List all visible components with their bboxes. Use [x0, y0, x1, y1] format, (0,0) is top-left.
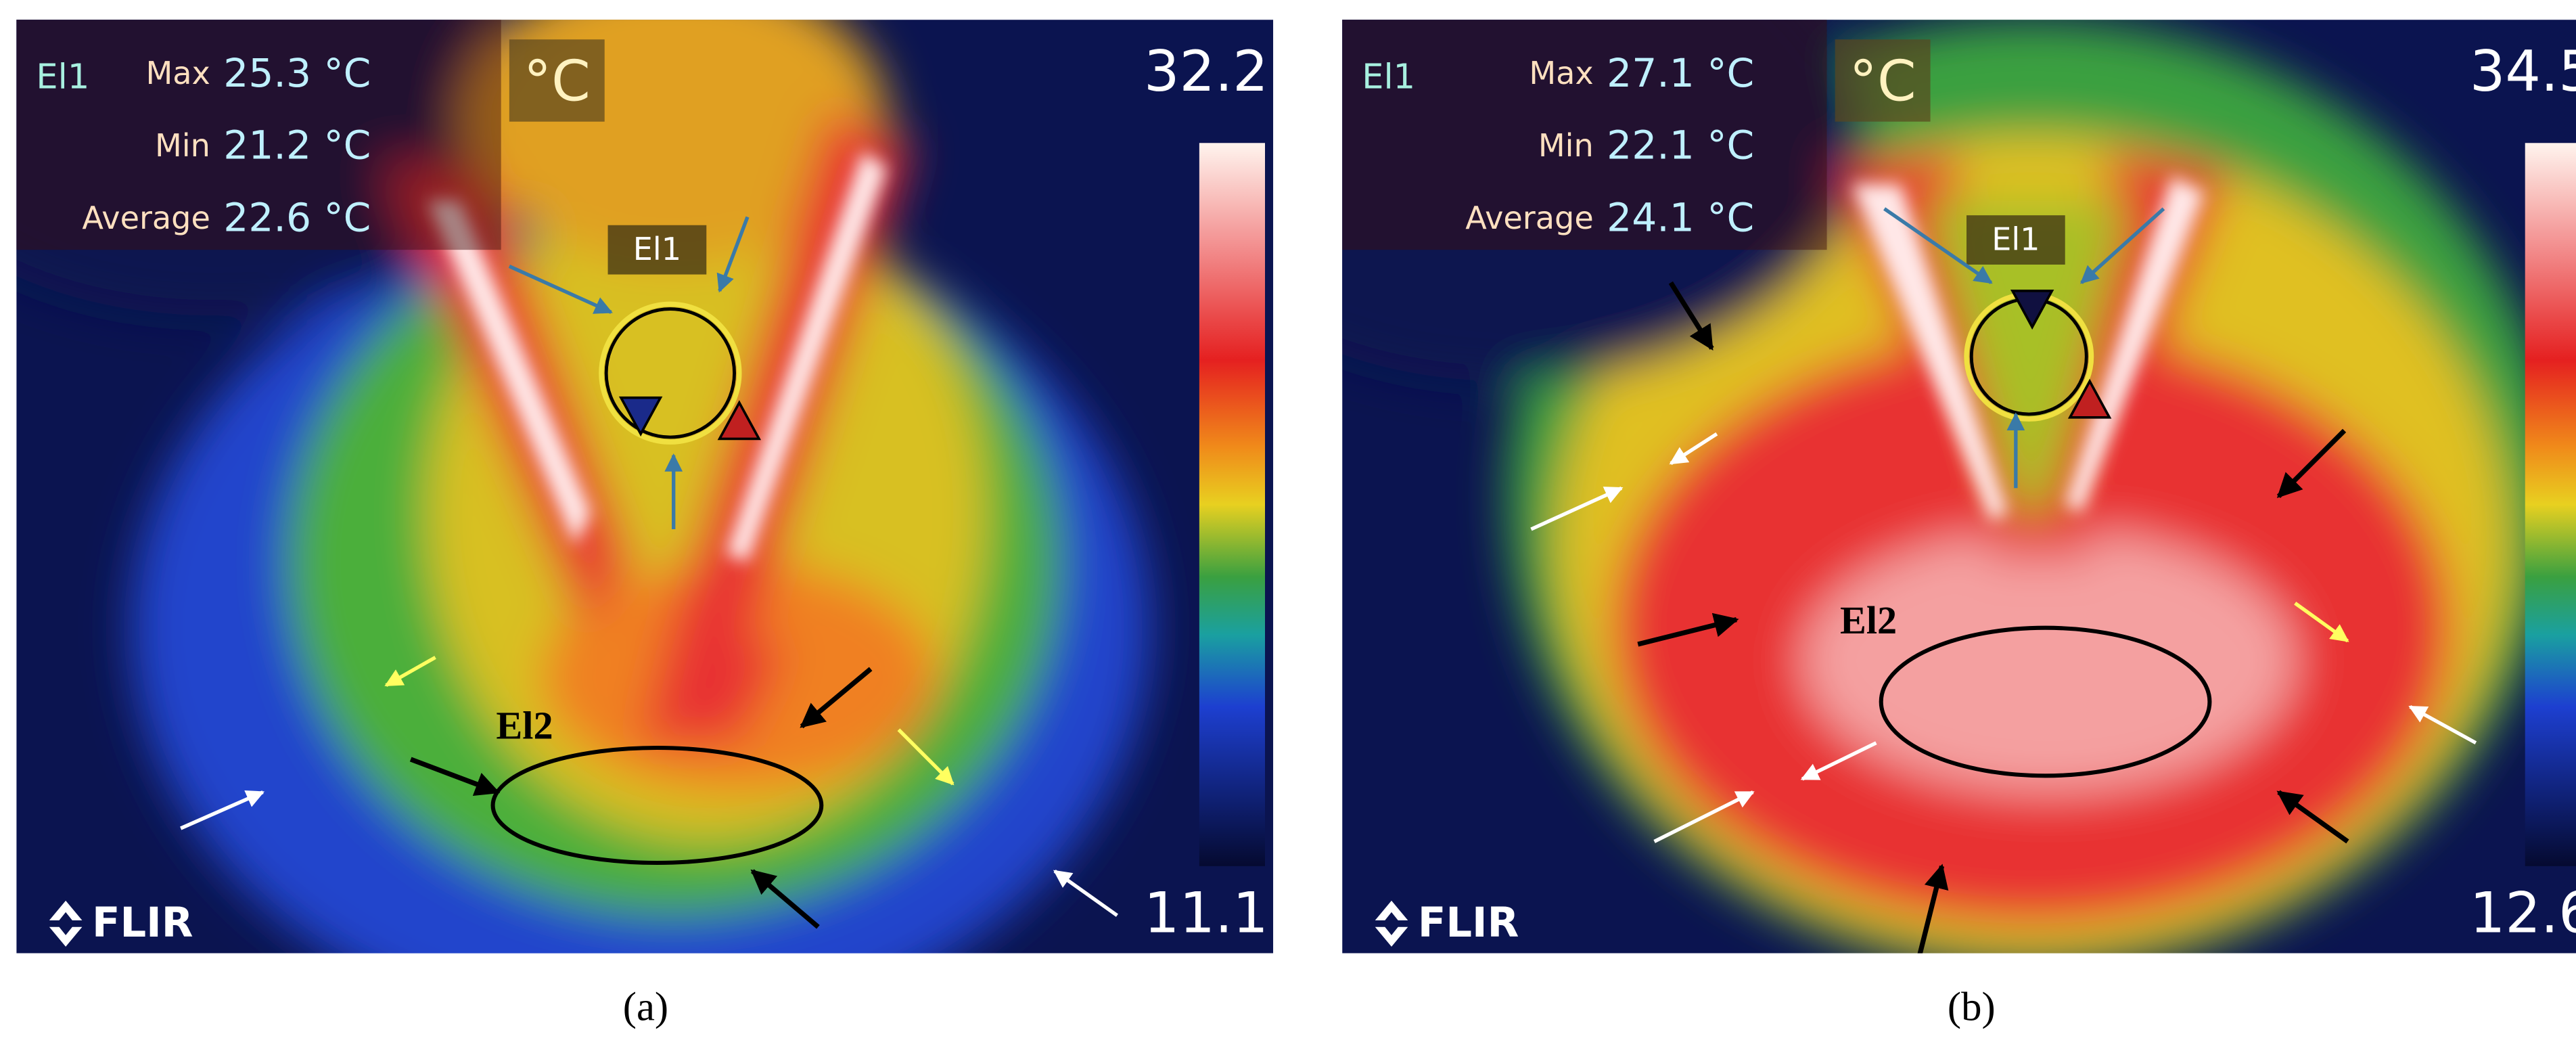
heat-region — [641, 644, 789, 743]
hot-stripe — [1852, 184, 2008, 521]
arrow — [1637, 612, 1739, 647]
heat-region — [1802, 529, 2295, 792]
arrow — [180, 790, 265, 830]
region-circle-inner — [604, 307, 737, 439]
arrow — [750, 869, 820, 929]
hot-stripes — [1852, 175, 2205, 521]
arrow — [2408, 704, 2477, 745]
arrow — [508, 264, 613, 314]
arrow — [1917, 864, 1949, 954]
scale-min: 11.1 — [1144, 881, 1268, 946]
stats-box — [1342, 20, 1827, 250]
arrow — [1883, 207, 1993, 284]
scale-max: 34.5 — [2470, 39, 2576, 104]
arrow — [1669, 432, 1718, 466]
stat-value: 25.3 °C — [223, 50, 371, 96]
marker-label: El1 — [1992, 221, 2040, 258]
extreme-marker — [2010, 290, 2054, 330]
brand-name: FLIR — [1418, 899, 1519, 947]
stat-value: 27.1 °C — [1607, 50, 1754, 96]
arrow — [384, 656, 436, 688]
panel-caption: (b) — [1948, 985, 1996, 1030]
ellipse-label: El2 — [496, 704, 553, 748]
stat-label: Min — [155, 127, 210, 164]
arrow — [897, 728, 954, 786]
brand-logo — [1375, 900, 1408, 947]
thermal-image: El1 Max 25.3 °C Min 21.2 °C Average 22.6 °C °C 3… — [16, 20, 1274, 954]
thermal-image: El1 Max 27.1 °C Min 22.1 °C Average 24.1 °C °C 3… — [1342, 20, 2576, 954]
extreme-marker — [618, 396, 663, 436]
region-circle — [599, 301, 742, 445]
element-label: El1 — [36, 58, 89, 97]
color-bar — [2525, 143, 2576, 866]
unit-box — [1835, 39, 1931, 122]
ellipse-label: El2 — [1840, 598, 1897, 642]
unit-label: °C — [524, 49, 591, 114]
hot-stripes — [427, 151, 888, 562]
brand-name: FLIR — [92, 899, 193, 947]
stat-label: Max — [145, 55, 210, 91]
arrow — [1653, 790, 1755, 843]
arrow — [1800, 741, 1877, 781]
thermal-panel: El1 Max 27.1 °C Min 22.1 °C Average 24.1 °C °C 3… — [1342, 20, 2576, 1030]
panel-caption: (a) — [623, 985, 668, 1030]
heat-regions — [1342, 20, 2558, 954]
arrow — [409, 757, 501, 797]
color-bar — [1199, 143, 1265, 866]
region-ellipse — [1879, 625, 2212, 778]
stat-value: 22.1 °C — [1607, 122, 1754, 169]
unit-box — [509, 39, 605, 122]
arrow — [2276, 428, 2347, 499]
arrow — [1530, 486, 1624, 531]
stat-label: Min — [1538, 127, 1594, 164]
extreme-marker — [717, 400, 762, 441]
stat-value: 24.1 °C — [1607, 195, 1754, 241]
arrow — [2276, 790, 2349, 844]
thermal-panel: El1 Max 25.3 °C Min 21.2 °C Average 22.6 °C °C 3… — [16, 20, 1274, 1030]
unit-label: °C — [1849, 49, 1916, 114]
stat-label: Max — [1529, 55, 1593, 91]
heat-region — [16, 20, 543, 316]
stats-box — [16, 20, 501, 250]
marker-box — [607, 225, 707, 275]
arrow — [1053, 869, 1118, 917]
stat-label: Average — [1465, 200, 1593, 236]
hot-stripe — [427, 200, 592, 546]
marker-label: El1 — [633, 231, 681, 267]
marker-box — [1967, 215, 2065, 265]
arrow — [1668, 281, 1714, 351]
stat-label: Average — [82, 200, 210, 236]
brand-logo — [49, 900, 83, 947]
arrow — [800, 667, 873, 729]
element-label: El1 — [1362, 58, 1415, 97]
extreme-marker — [2067, 378, 2112, 419]
scale-min: 12.6 — [2470, 881, 2576, 946]
stat-value: 21.2 °C — [223, 122, 371, 169]
region-ellipse — [490, 745, 824, 866]
arrow — [2294, 602, 2349, 643]
hot-stripe — [2065, 175, 2205, 513]
heat-region — [1342, 20, 1868, 382]
hot-stripe — [726, 151, 888, 562]
stat-value: 22.6 °C — [223, 195, 371, 241]
arrow — [2080, 207, 2165, 284]
scale-max: 32.2 — [1144, 39, 1268, 104]
arrow — [716, 216, 750, 293]
